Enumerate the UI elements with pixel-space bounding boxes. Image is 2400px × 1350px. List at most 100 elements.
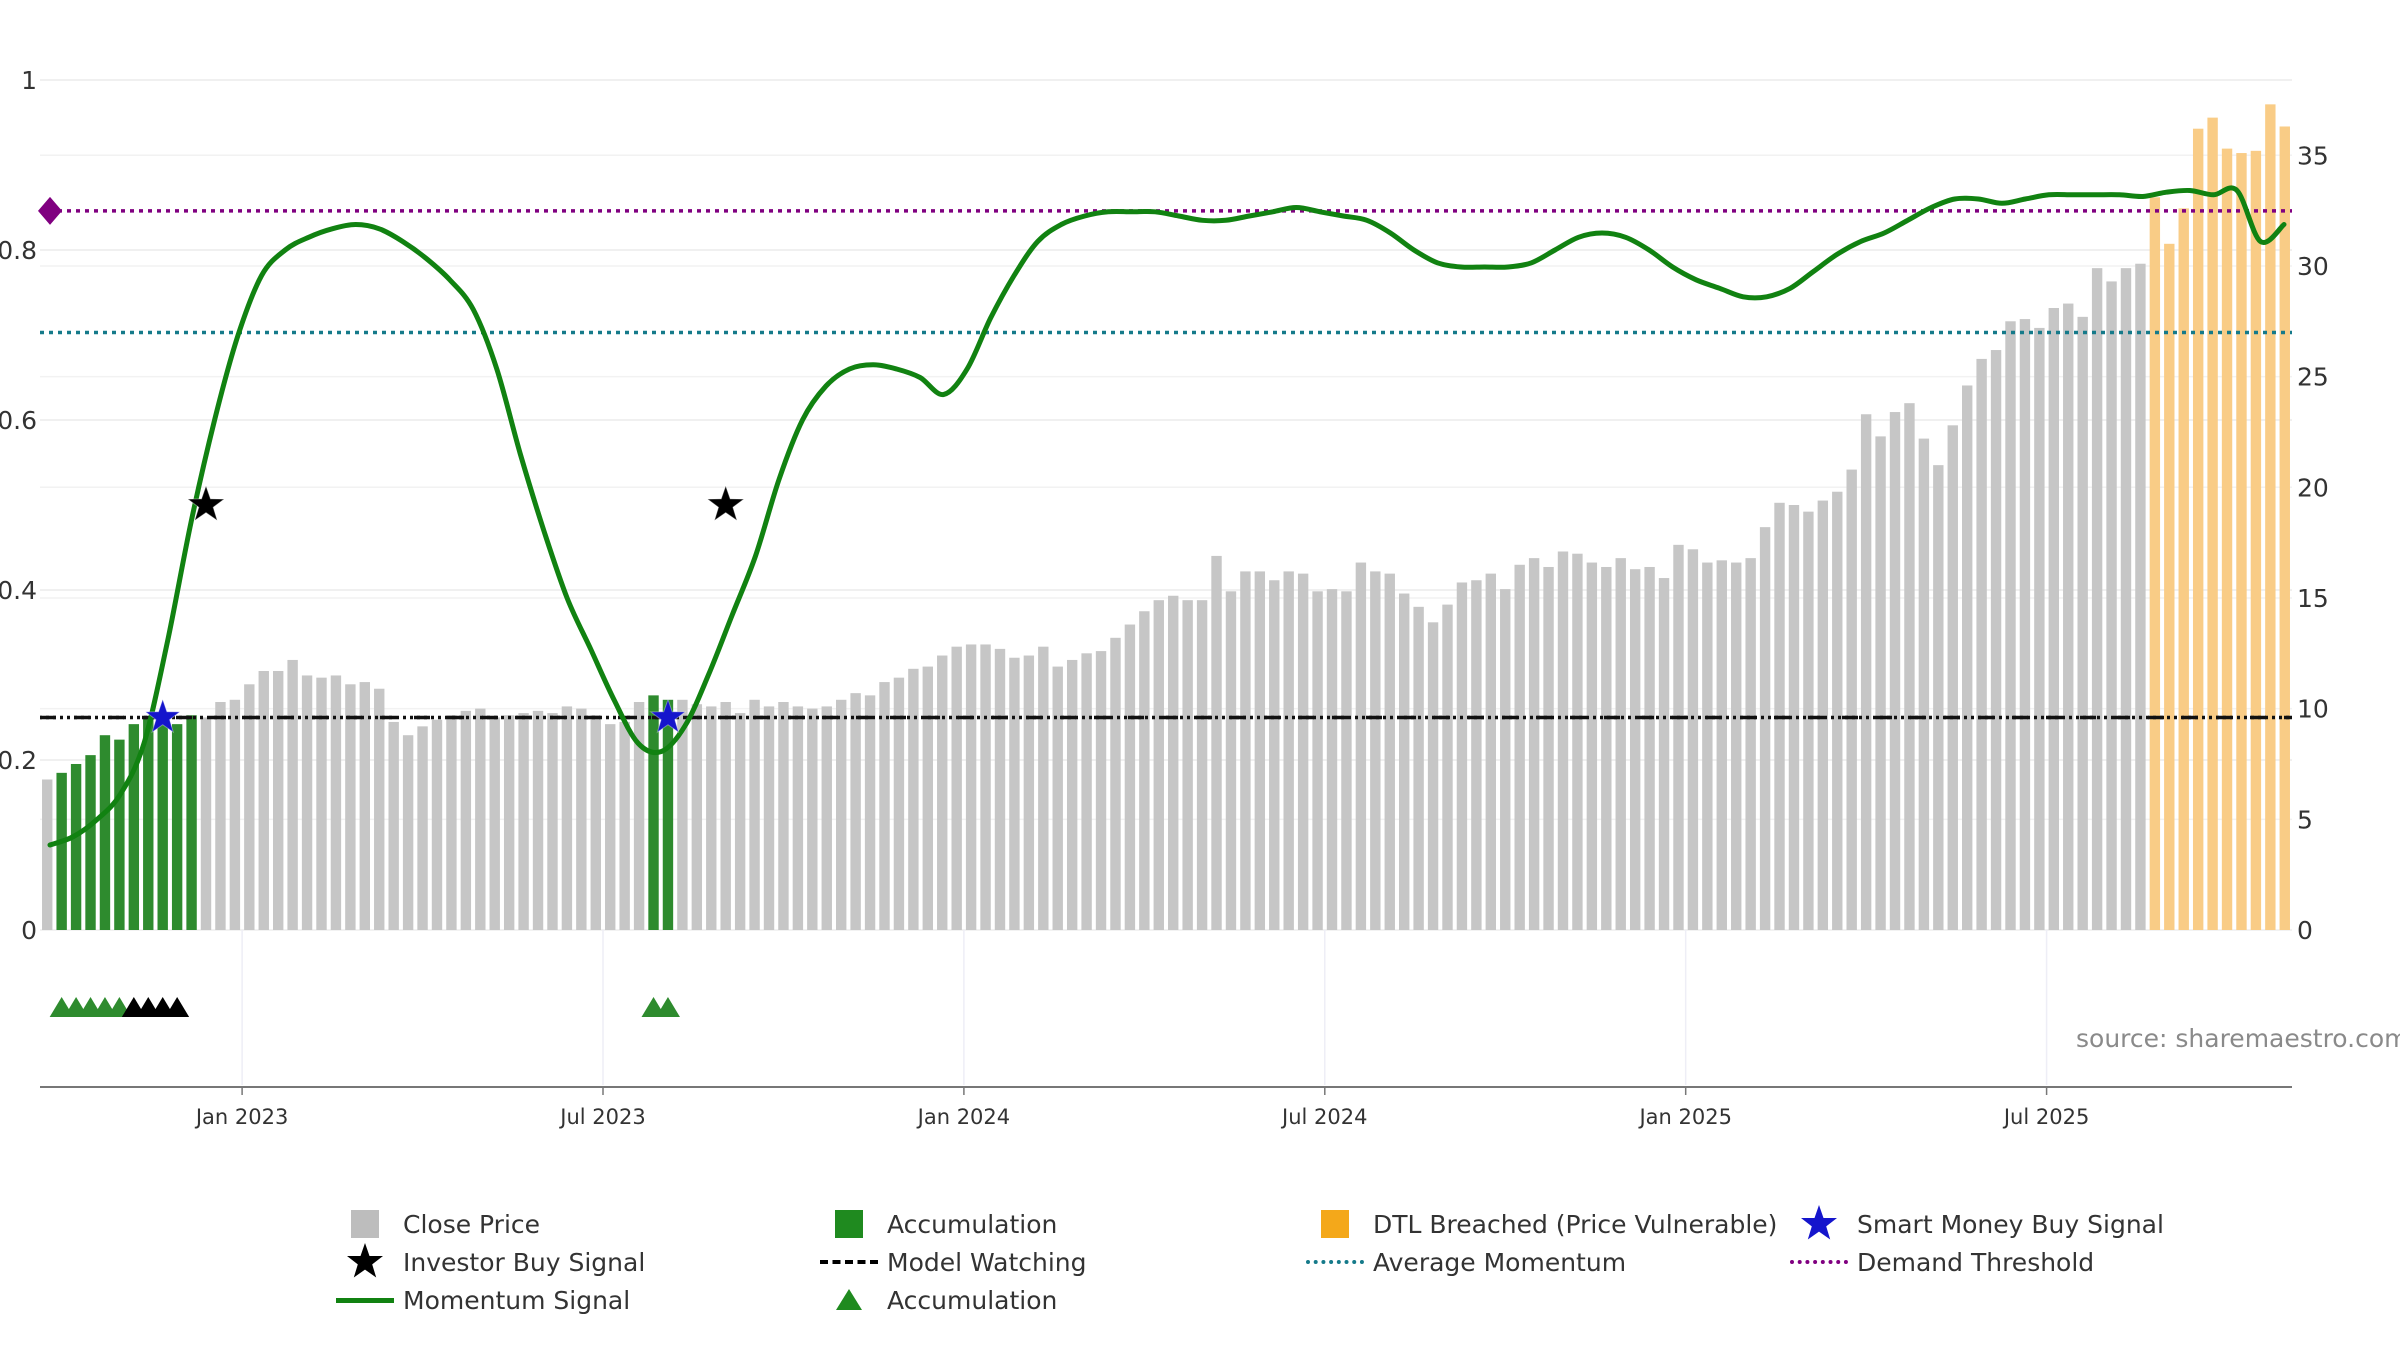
date-tick-label: Jan 2024 xyxy=(916,1105,1011,1129)
price-bar xyxy=(359,682,371,930)
dtl-breached-bar xyxy=(2164,243,2175,931)
price-bar xyxy=(2120,268,2132,931)
left-tick-label: 0 xyxy=(21,916,37,945)
price-bar xyxy=(215,702,226,930)
price-bar xyxy=(965,644,977,930)
price-bar xyxy=(547,713,558,930)
price-bar xyxy=(922,666,934,930)
price-bar xyxy=(1976,358,1987,930)
price-bar xyxy=(503,715,515,930)
left-tick-label: 0.4 xyxy=(0,576,37,605)
legend-label: Investor Buy Signal xyxy=(403,1247,646,1277)
dtl-breached-bar xyxy=(2149,197,2161,931)
price-bar xyxy=(1745,558,1756,930)
price-bar xyxy=(1644,566,1655,930)
price-bar xyxy=(402,735,414,930)
accumulation-bar xyxy=(128,724,140,930)
price-bar xyxy=(1269,580,1280,930)
price-bar xyxy=(446,715,457,930)
reference-lines xyxy=(38,196,2292,720)
legend-item-average-momentum: Average Momentum xyxy=(1305,1243,1626,1281)
accumulation-swatch xyxy=(835,1210,863,1238)
price-bar xyxy=(792,706,804,930)
legend-item-model-watching: Model Watching xyxy=(819,1243,1087,1281)
left-tick-label: 0.6 xyxy=(0,406,37,435)
accumulation-triangle xyxy=(655,997,680,1017)
dtl-breached-bar xyxy=(2192,128,2204,930)
price-bar xyxy=(1254,571,1266,930)
price-bar xyxy=(1586,562,1598,930)
price-bar xyxy=(330,675,342,930)
price-bar xyxy=(1081,653,1092,930)
price-bar xyxy=(2048,307,2060,931)
price-bar xyxy=(1961,385,1973,930)
accumulation-bar xyxy=(171,724,183,930)
price-bar xyxy=(1471,580,1482,930)
price-bar xyxy=(1658,578,1670,930)
right-tick-label: 30 xyxy=(2297,252,2329,281)
price-bar xyxy=(908,668,919,930)
price-bar xyxy=(374,688,385,930)
left-tick-label: 0.8 xyxy=(0,236,37,265)
price-bar xyxy=(605,724,616,930)
price-bar xyxy=(1875,436,1886,930)
legend-item-dtl-breached: DTL Breached (Price Vulnerable) xyxy=(1305,1205,1777,1243)
price-bar xyxy=(287,659,298,930)
price-bar xyxy=(1442,604,1453,930)
price-bar xyxy=(1543,566,1554,930)
price-bar xyxy=(229,699,241,930)
price-bar xyxy=(1341,591,1352,930)
right-tick-label: 5 xyxy=(2297,805,2313,834)
date-tick-label: Jan 2023 xyxy=(194,1105,289,1129)
price-bar xyxy=(1297,573,1309,930)
date-tick-label: Jul 2023 xyxy=(558,1105,645,1129)
price-bar xyxy=(1716,560,1727,930)
price-bar xyxy=(345,684,356,930)
price-bar xyxy=(42,779,53,930)
momentum-layer xyxy=(47,185,2287,848)
legend-item-investor-buy: Investor Buy Signal xyxy=(335,1243,645,1281)
price-bar xyxy=(532,710,544,930)
right-tick-label: 35 xyxy=(2297,141,2329,170)
price-bar xyxy=(1687,549,1699,930)
price-bar xyxy=(1572,553,1583,930)
legend-label: Demand Threshold xyxy=(1857,1247,2095,1277)
accumulation-triangle-icon xyxy=(836,1289,862,1310)
accumulation-bar xyxy=(99,735,111,930)
price-bar xyxy=(1889,412,1901,930)
right-tick-label: 0 xyxy=(2297,916,2313,945)
date-tick-label: Jul 2025 xyxy=(2002,1105,2089,1129)
price-bar xyxy=(1095,651,1107,930)
price-bar xyxy=(1485,573,1497,930)
price-bar xyxy=(460,710,472,930)
price-bar xyxy=(1240,571,1251,930)
price-bar xyxy=(1947,425,1958,930)
price-bar xyxy=(1211,555,1222,930)
legend-label: Average Momentum xyxy=(1373,1247,1627,1277)
price-bar xyxy=(1384,573,1395,930)
price-bar xyxy=(1038,646,1049,930)
markers-layer xyxy=(49,484,746,1017)
price-bar xyxy=(1990,350,2002,930)
price-bar xyxy=(431,719,443,930)
price-bar xyxy=(1312,591,1323,930)
demand-threshold-swatch xyxy=(1790,1260,1848,1264)
price-bar xyxy=(2106,281,2117,931)
accumulation-bar xyxy=(143,717,154,930)
legend-item-accumulation-triangle: Accumulation xyxy=(819,1281,1057,1319)
price-bar xyxy=(1601,566,1612,930)
price-bar xyxy=(1168,595,1179,930)
price-bar xyxy=(893,677,905,930)
dtl-breached-bar xyxy=(2178,208,2189,930)
legend-item-close-price: Close Price xyxy=(335,1205,540,1243)
price-bar xyxy=(590,715,601,930)
price-bar xyxy=(301,675,313,930)
dtl-breached-bar xyxy=(2279,126,2290,930)
price-bar xyxy=(1629,569,1641,930)
accumulation-bar xyxy=(186,715,197,930)
price-bar xyxy=(1456,582,1468,930)
price-bar xyxy=(1427,622,1439,930)
left-tick-label: 1 xyxy=(21,66,37,95)
date-tick-label: Jan 2025 xyxy=(1637,1105,1732,1129)
